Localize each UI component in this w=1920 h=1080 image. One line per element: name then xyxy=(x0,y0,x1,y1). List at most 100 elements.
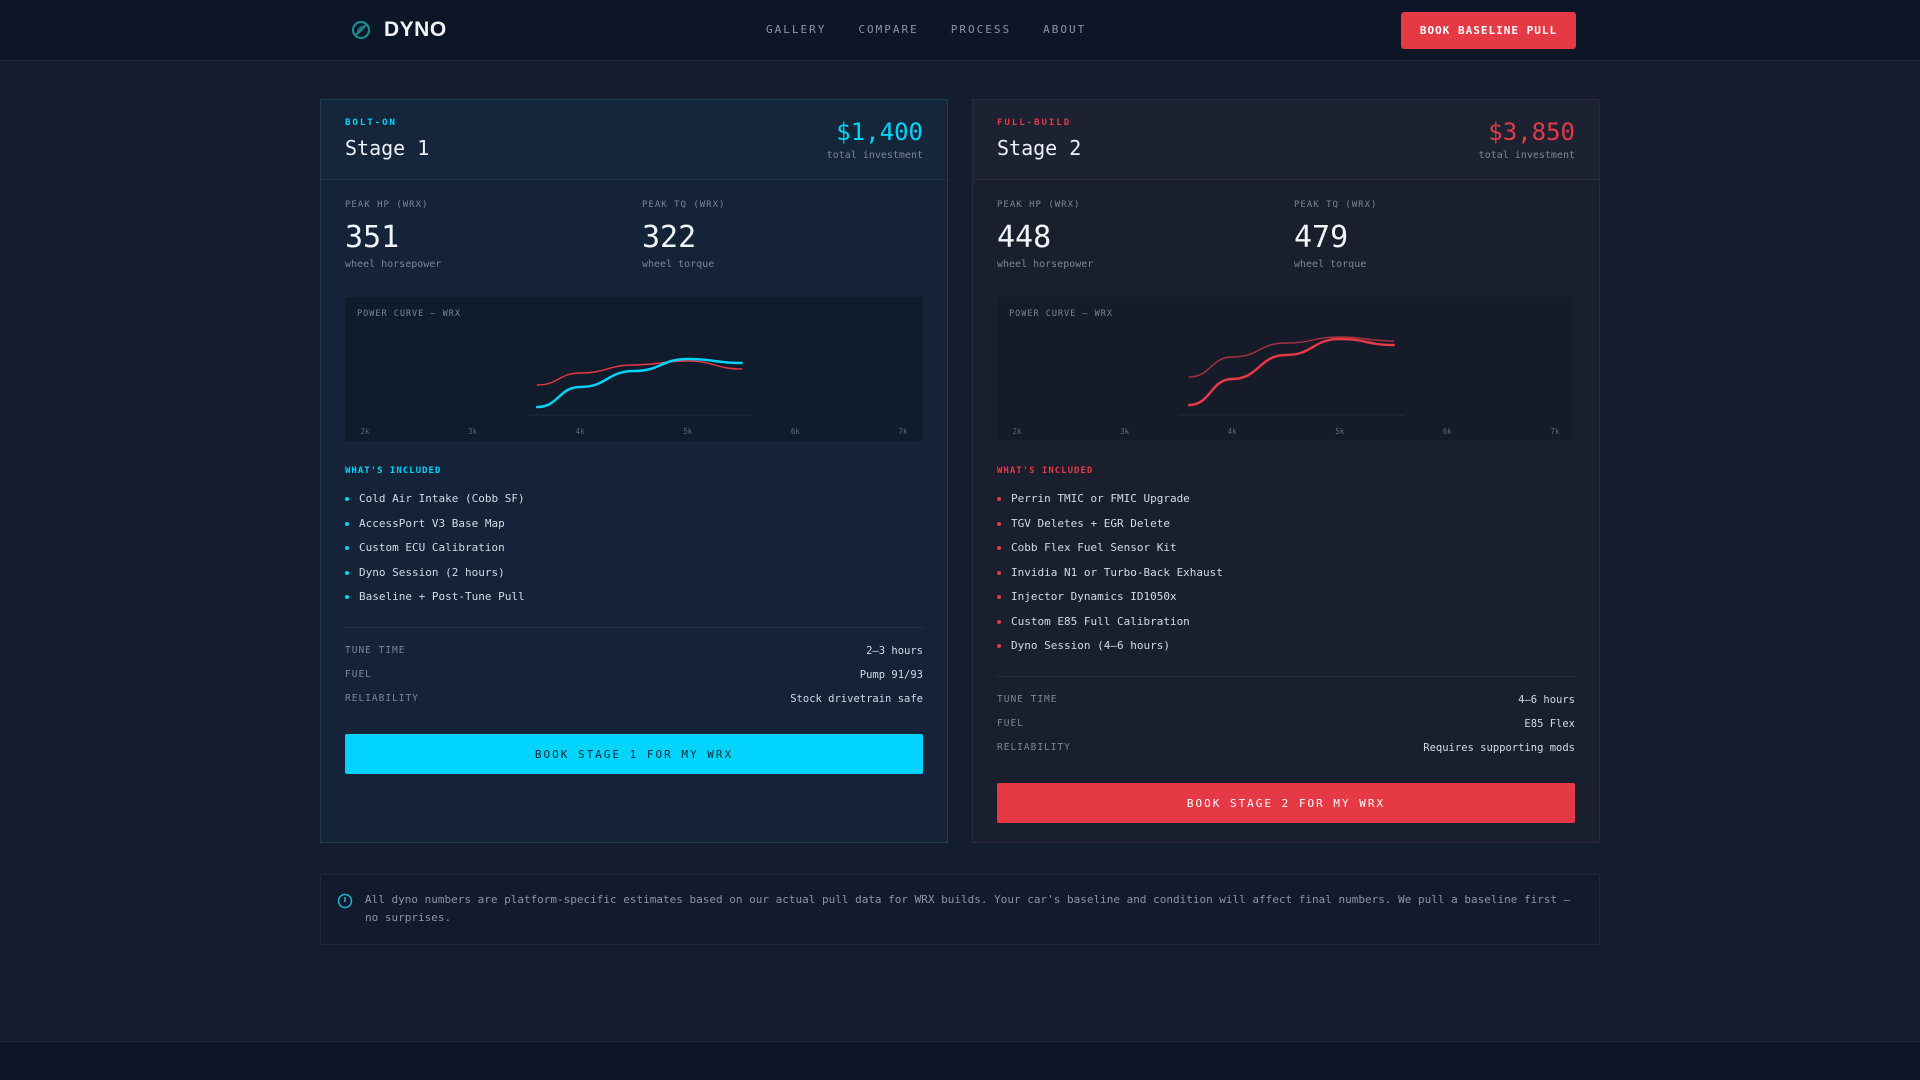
disclaimer-text: All dyno numbers are platform-specific e… xyxy=(365,893,1571,924)
nav-link-compare[interactable]: COMPARE xyxy=(858,23,919,36)
included-item-label: Perrin TMIC or FMIC Upgrade xyxy=(1011,492,1190,505)
book-stage-1-button[interactable]: BOOK STAGE 1 FOR MY WRX xyxy=(345,734,923,774)
peak-hp-label: PEAK HP (WRX) xyxy=(997,200,1081,210)
spec-row-reliability: RELIABILITY Stock drivetrain safe xyxy=(345,693,923,705)
tier-name: Stage 1 xyxy=(345,136,430,160)
included-item: Invidia N1 or Turbo-Back Exhaust xyxy=(997,566,1223,591)
included-item: Baseline + Post-Tune Pull xyxy=(345,590,525,615)
x-tick-label: 5k xyxy=(1335,427,1345,436)
included-item-label: TGV Deletes + EGR Delete xyxy=(1011,516,1170,530)
peak-tq-stat: PEAK TQ (WRX) 322 wheel torque xyxy=(642,200,725,270)
stage-1-card: BOLT-ON Stage 1 $1,400 total investment … xyxy=(320,99,948,843)
x-tick-label: 7k xyxy=(898,427,908,436)
spec-label: TUNE TIME xyxy=(345,645,406,656)
x-tick-label: 2k xyxy=(360,427,370,436)
spec-row-tune-time: TUNE TIME 4–6 hours xyxy=(997,694,1575,706)
nav-links: GALLERY COMPARE PROCESS ABOUT xyxy=(766,23,1118,36)
spec-value: Pump 91/93 xyxy=(859,669,923,681)
brand-name: DYNO xyxy=(384,18,447,41)
divider xyxy=(345,627,923,628)
chart-title: POWER CURVE — WRX xyxy=(357,309,461,319)
included-item-label: Cold Air Intake (Cobb SF) xyxy=(359,492,525,505)
bullet-dot-icon xyxy=(997,619,1001,624)
peak-tq-label: PEAK TQ (WRX) xyxy=(642,200,726,210)
included-item: Cobb Flex Fuel Sensor Kit xyxy=(997,541,1223,566)
tier-price: $1,400 xyxy=(836,118,923,146)
nav-link-process[interactable]: PROCESS xyxy=(950,23,1012,36)
included-item-label: Baseline + Post-Tune Pull xyxy=(359,590,525,603)
tier-price-sub: total investment xyxy=(826,150,923,161)
stage-2-card: FULL-BUILD Stage 2 $3,850 total investme… xyxy=(972,99,1600,843)
included-item: Perrin TMIC or FMIC Upgrade xyxy=(997,492,1223,517)
brand-logo[interactable]: DYNO xyxy=(350,18,447,42)
bullet-dot-icon xyxy=(345,521,349,526)
included-item: TGV Deletes + EGR Delete xyxy=(997,517,1223,542)
spec-row-fuel: FUEL E85 Flex xyxy=(997,718,1575,730)
bullet-dot-icon xyxy=(997,570,1001,575)
included-item: Cold Air Intake (Cobb SF) xyxy=(345,492,525,517)
book-stage-2-button[interactable]: BOOK STAGE 2 FOR MY WRX xyxy=(997,783,1575,823)
nav-link-gallery[interactable]: GALLERY xyxy=(766,23,827,36)
included-item: Custom ECU Calibration xyxy=(345,541,525,566)
tier-kicker: BOLT-ON xyxy=(345,118,397,128)
bullet-dot-icon xyxy=(345,595,349,599)
included-list: Cold Air Intake (Cobb SF) AccessPort V3 … xyxy=(345,492,525,615)
x-tick-label: 6k xyxy=(791,427,801,436)
included-item-label: Custom E85 Full Calibration xyxy=(1011,614,1190,628)
x-tick-label: 4k xyxy=(576,427,586,436)
leaf-logo-icon xyxy=(351,20,371,40)
peak-tq-sub: wheel torque xyxy=(642,259,715,270)
included-item-label: Injector Dynamics ID1050x xyxy=(1011,590,1177,603)
spec-value: 4–6 hours xyxy=(1518,694,1575,706)
bullet-dot-icon xyxy=(345,497,349,501)
spec-label: RELIABILITY xyxy=(345,693,419,704)
peak-hp-sub: wheel horsepower xyxy=(345,259,442,270)
x-tick-label: 7k xyxy=(1550,427,1560,436)
x-tick-label: 5k xyxy=(683,427,693,436)
included-item-label: Dyno Session (2 hours) xyxy=(359,565,505,579)
bullet-dot-icon xyxy=(997,521,1001,526)
included-item: Dyno Session (2 hours) xyxy=(345,566,525,591)
bullet-dot-icon xyxy=(345,546,349,550)
peak-tq-stat: PEAK TQ (WRX) 479 wheel torque xyxy=(1294,200,1377,270)
bullet-dot-icon xyxy=(997,644,1001,648)
x-tick-label: 4k xyxy=(1228,427,1238,436)
included-title: WHAT'S INCLUDED xyxy=(997,466,1094,476)
peak-hp-value: 351 xyxy=(345,220,400,255)
disclaimer-note: All dyno numbers are platform-specific e… xyxy=(320,874,1600,945)
chart-title: POWER CURVE — WRX xyxy=(1009,309,1113,319)
spec-value: Requires supporting mods xyxy=(1423,742,1575,754)
spec-label: FUEL xyxy=(997,718,1024,729)
info-icon xyxy=(337,893,353,909)
bullet-dot-icon xyxy=(345,570,349,575)
tier-name: Stage 2 xyxy=(997,136,1082,160)
peak-hp-value: 448 xyxy=(997,220,1052,255)
power-curve-svg: 2k 3k 4k 5k 6k 7k xyxy=(1012,336,1560,436)
included-item: Injector Dynamics ID1050x xyxy=(997,590,1223,615)
spec-value: 2–3 hours xyxy=(866,645,923,657)
peak-hp-sub: wheel horsepower xyxy=(997,259,1094,270)
spec-value: E85 Flex xyxy=(1524,718,1575,730)
x-tick-label: 2k xyxy=(1012,427,1022,436)
power-curve-chart: POWER CURVE — WRX 2k 3k 4k 5k 6k 7k xyxy=(997,297,1575,441)
included-list: Perrin TMIC or FMIC Upgrade TGV Deletes … xyxy=(997,492,1223,664)
peak-hp-stat: PEAK HP (WRX) 448 wheel horsepower xyxy=(997,200,1093,270)
tier-kicker: FULL-BUILD xyxy=(997,118,1072,128)
included-item-label: Dyno Session (4–6 hours) xyxy=(1011,639,1170,652)
tier-price: $3,850 xyxy=(1488,118,1575,146)
card-header: BOLT-ON Stage 1 $1,400 total investment xyxy=(321,100,947,180)
footer-bar xyxy=(0,1041,1920,1080)
spec-label: FUEL xyxy=(345,669,372,680)
spec-row-fuel: FUEL Pump 91/93 xyxy=(345,669,923,681)
bullet-dot-icon xyxy=(997,546,1001,550)
peak-tq-value: 479 xyxy=(1294,220,1349,255)
included-item-label: Cobb Flex Fuel Sensor Kit xyxy=(1011,541,1177,554)
spec-value: Stock drivetrain safe xyxy=(790,693,923,705)
included-title: WHAT'S INCLUDED xyxy=(345,466,442,476)
peak-tq-label: PEAK TQ (WRX) xyxy=(1294,200,1378,210)
nav-link-about[interactable]: ABOUT xyxy=(1043,23,1087,36)
x-tick-label: 3k xyxy=(1120,427,1130,436)
hp-curve-line xyxy=(535,357,743,409)
book-baseline-button[interactable]: BOOK BASELINE PULL xyxy=(1401,12,1576,49)
tq-curve-line xyxy=(1188,336,1395,378)
